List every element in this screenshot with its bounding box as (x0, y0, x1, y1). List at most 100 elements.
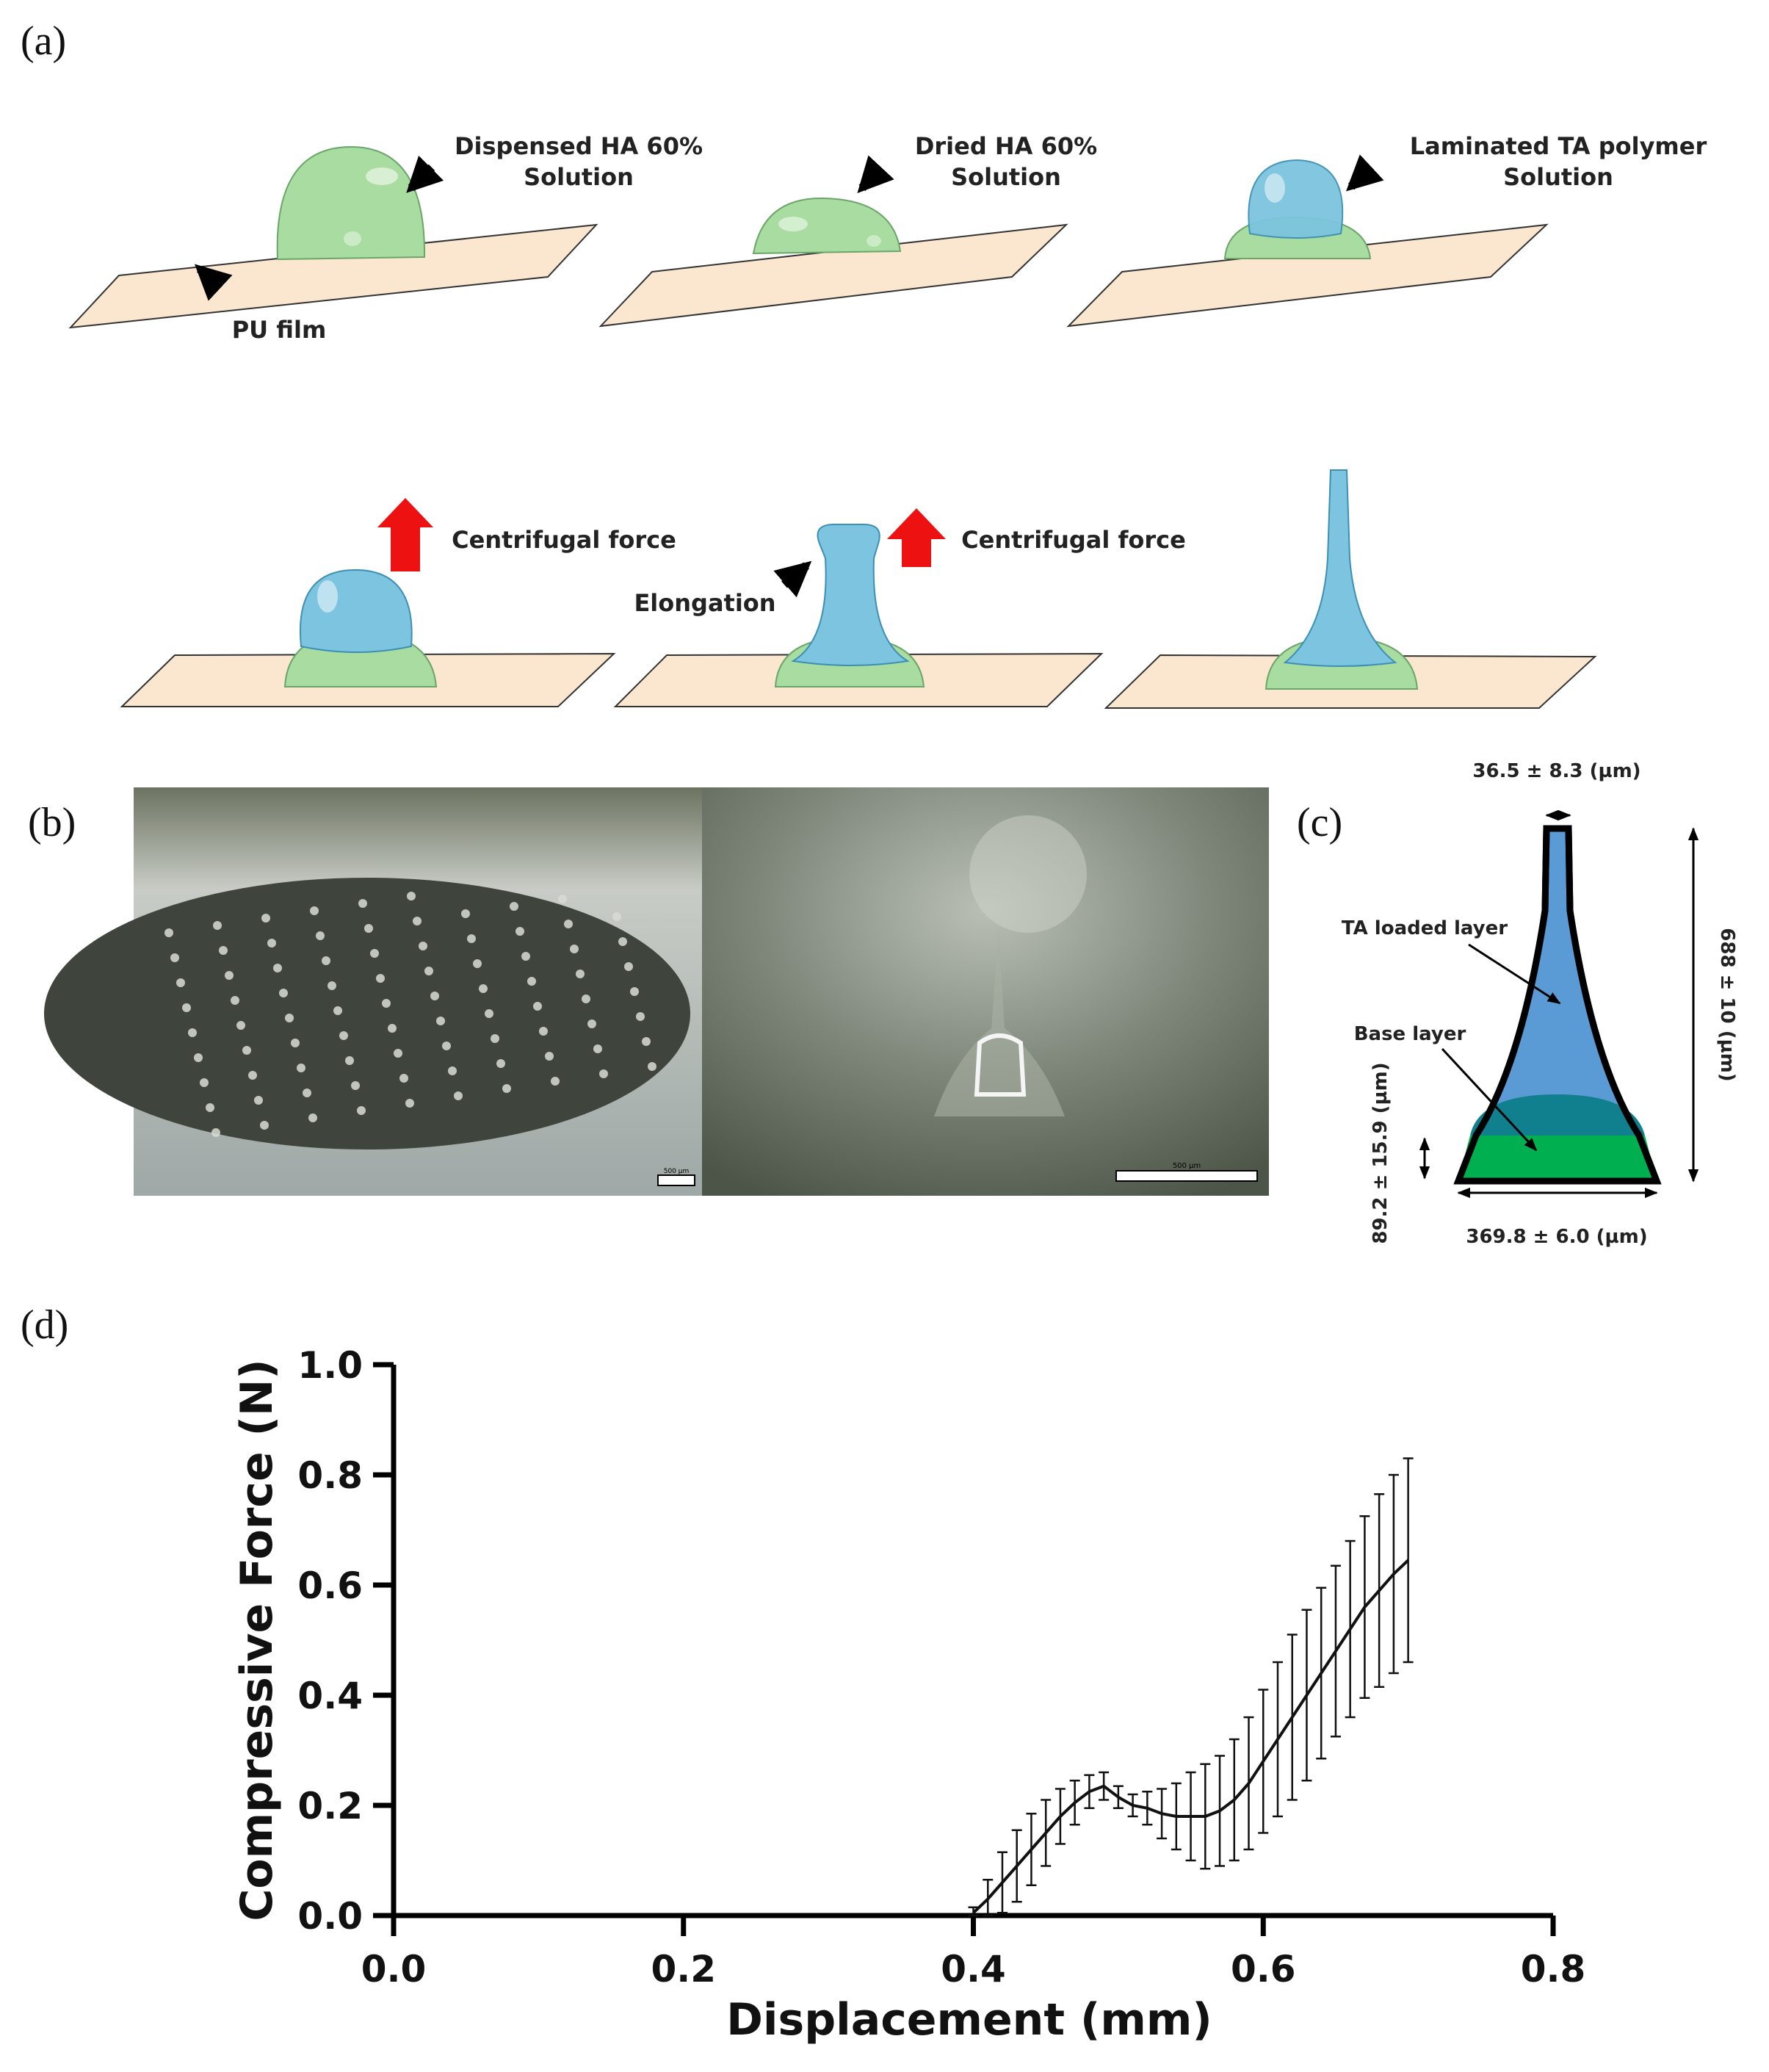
microneedle-dot (322, 956, 330, 965)
microneedle-dot (545, 1052, 554, 1061)
microneedle-dot (364, 924, 373, 933)
arrow-icon (1345, 154, 1384, 192)
microneedle-dot (612, 912, 621, 921)
microneedle-dot (370, 949, 379, 958)
microneedle-dot (242, 1046, 251, 1055)
microneedle-dot (424, 967, 433, 975)
microneedle-dot (394, 1049, 402, 1058)
microneedle-dot (515, 927, 524, 936)
microneedle-dot (582, 995, 590, 1003)
pu-film (598, 223, 1068, 328)
arrow-icon (194, 264, 233, 301)
microneedle-dot (285, 1014, 294, 1022)
microneedle-dot (405, 1099, 414, 1108)
scale-label-left: 500 µm (664, 1168, 690, 1175)
y-tick-label: 0.6 (297, 1564, 363, 1607)
microneedle-dot (211, 1128, 220, 1137)
microneedle-dot (533, 1002, 542, 1011)
microneedle-dot (170, 953, 179, 962)
step1-label-line2: Solution (524, 163, 634, 191)
microneedle-dot (225, 971, 234, 980)
microneedle-dot (308, 1113, 317, 1122)
microneedle-dot (279, 989, 288, 997)
microneedle-dot (206, 1103, 214, 1112)
scale-bar-left (657, 1174, 695, 1186)
microneedle-dot (618, 937, 627, 946)
microneedle-dot (430, 992, 439, 1000)
microneedle-dot (467, 934, 476, 943)
microneedle-dot (576, 970, 585, 978)
panel-d-chart: 0.0 0.2 0.4 0.6 0.8 1.0 0.0 0.2 0.4 0.6 0.8 Compr… (231, 1344, 1585, 2046)
microneedle-dot (442, 1042, 451, 1050)
step3-label-line2: Solution (1503, 163, 1613, 191)
step4-centrifuge: Centrifugal force (120, 498, 676, 707)
array-disc (44, 878, 690, 1149)
step1-dispensed: Dispensed HA 60% Solution PU film (68, 132, 703, 344)
microneedle-dot (345, 1056, 354, 1065)
microneedle-dot (570, 945, 579, 953)
step1-label-line1: Dispensed HA 60% (455, 132, 703, 160)
microneedle-dot (648, 1062, 656, 1071)
series-line (972, 1559, 1410, 1914)
height-label: 688 ± 10 (µm) (1716, 928, 1738, 1081)
microneedle-dot (188, 1028, 197, 1037)
microneedle-dot (399, 1074, 408, 1083)
microneedle-dot (231, 996, 239, 1005)
microneedle-dot (339, 1031, 348, 1040)
panel-b: 500 µm 500 µm (44, 787, 1269, 1196)
ta-column (791, 524, 910, 666)
x-tick-label: 0.0 (361, 1948, 427, 1990)
y-tick-label: 0.2 (297, 1785, 363, 1827)
y-tick-label: 0.4 (297, 1675, 363, 1717)
microneedle-dot (358, 899, 367, 908)
x-axis-label: Displacement (mm) (726, 1994, 1212, 2046)
microneedle-dot (333, 1006, 342, 1015)
microneedle-dot (599, 1069, 608, 1078)
pu-film (68, 223, 598, 329)
x-tick-label: 0.4 (941, 1948, 1006, 1990)
microneedle-dot (297, 1064, 305, 1072)
microneedle-dot (236, 1021, 245, 1030)
microneedle-dot (213, 921, 222, 930)
microneedle-dot (303, 1089, 311, 1097)
arrow-icon (857, 155, 894, 194)
ta-needle (1283, 469, 1397, 667)
step2-label-line1: Dried HA 60% (915, 132, 1097, 160)
microneedle-dot (636, 1012, 645, 1021)
step2-dried: Dried HA 60% Solution (598, 132, 1097, 328)
ha-drop (752, 197, 902, 255)
microneedle-dot (407, 892, 416, 900)
arrow-icon (406, 155, 444, 193)
base-layer-label: Base layer (1354, 1023, 1466, 1045)
microneedle-dot (357, 1106, 366, 1115)
base-height-label: 89.2 ± 15.9 (µm) (1370, 1062, 1392, 1243)
needle-silhouette (934, 927, 1065, 1116)
microneedle-dot (351, 1081, 360, 1090)
microneedle-dot (261, 914, 270, 923)
y-tick-label: 1.0 (297, 1344, 363, 1387)
pointer-arrow (1468, 943, 1561, 1005)
microneedle-dot (454, 1091, 463, 1100)
microneedle-dot (436, 1017, 445, 1025)
microneedle-dot (248, 1071, 257, 1080)
scale-bar-right (1115, 1170, 1258, 1182)
microneedle-dot (587, 1019, 596, 1028)
microneedle-dot (473, 959, 482, 968)
step5-force-label: Centrifugal force (961, 526, 1186, 554)
microneedle-dot (510, 902, 518, 911)
microneedle-dot (448, 1066, 457, 1075)
microneedle-dot (461, 909, 470, 918)
arrow-icon (773, 560, 812, 598)
y-tick-label: 0.0 (297, 1895, 363, 1938)
centrifugal-arrow-icon (887, 508, 946, 567)
microneedle-dot (527, 977, 536, 986)
base-layer (1458, 1136, 1657, 1180)
pu-film (1066, 223, 1549, 328)
panel-label-b: (b) (28, 800, 76, 845)
microneedle-dot (624, 962, 633, 971)
y-tick-label: 0.8 (297, 1454, 363, 1497)
step3-laminated: Laminated TA polymer Solution (1066, 132, 1707, 328)
ta-drop (300, 568, 413, 653)
microneedle-dot (328, 981, 336, 990)
